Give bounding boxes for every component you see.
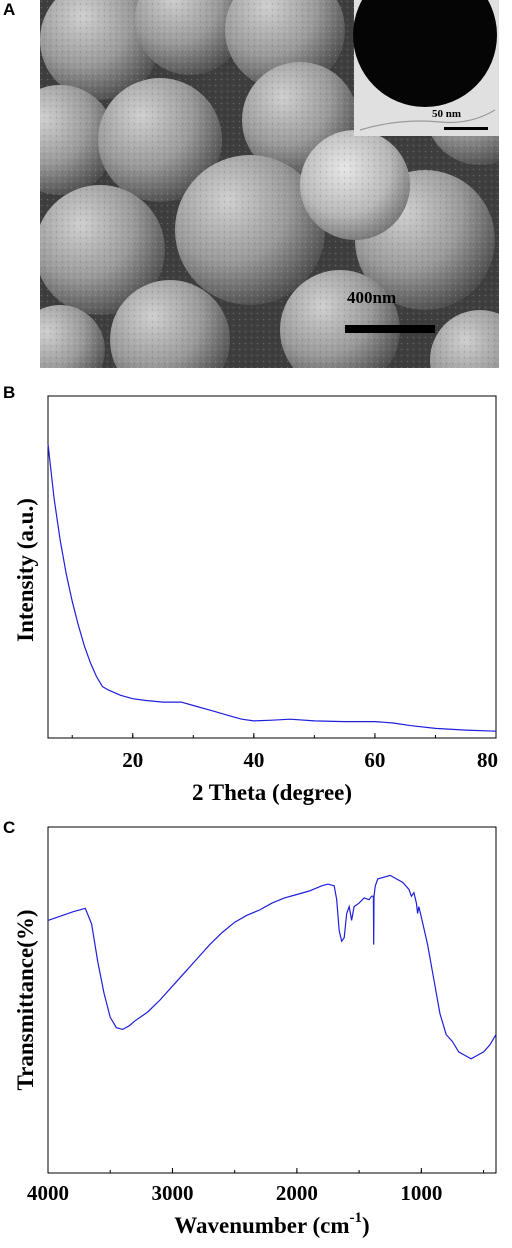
x-axis-label-superscript: -1 [350,1210,363,1226]
tem-inset [353,0,499,136]
y-axis-label: Transmittance(%) [13,910,38,1091]
y-axis-label: Intensity (a.u.) [13,498,38,642]
x-axis-label: Wavenumber (cm-1) [174,1210,369,1238]
series-line [47,874,497,1060]
x-axis-label-suffix: ) [362,1213,370,1238]
panel-letter-b: B [3,383,16,402]
x-tick-label: 4000 [27,1181,69,1205]
x-ticks: 20 40 60 80 [71,733,498,772]
sem-micrograph: 50 nm 400nm [40,0,499,368]
panel-letter-a: A [3,0,16,19]
x-ticks: 4000 3000 2000 1000 [27,1168,485,1205]
ftir-chart: 4000 3000 2000 1000 Transmittance(%) Wavenu… [13,826,497,1238]
panel-letter-c: C [3,818,16,837]
x-tick-label: 3000 [151,1181,193,1205]
x-tick-label: 60 [364,748,385,772]
sem-image [40,0,499,368]
x-tick-label: 40 [243,748,264,772]
plot-frame [47,826,497,1174]
inset-scale-label: 50 nm [432,108,462,120]
series-line [47,443,497,732]
x-axis-label-main: Wavenumber (cm [174,1213,349,1238]
plot-frame [47,395,497,739]
x-tick-label: 80 [477,748,498,772]
x-tick-label: 1000 [400,1181,442,1205]
xrd-chart: 20 40 60 80 Intensity (a.u.) 2 Theta (degre… [13,395,498,805]
scale-bar [345,325,435,333]
x-axis-label: 2 Theta (degree) [192,780,352,805]
x-tick-label: 2000 [276,1181,318,1205]
x-tick-label: 20 [122,748,143,772]
scale-bar-label: 400nm [347,288,397,307]
